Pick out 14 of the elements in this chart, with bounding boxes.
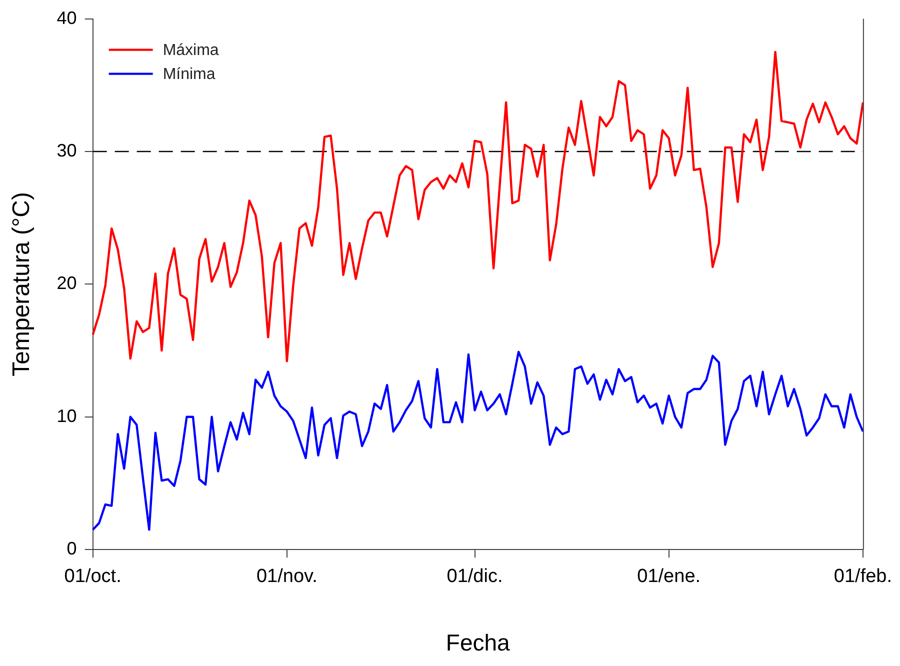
legend-label: Máxima bbox=[162, 42, 219, 60]
y-axis-title: Temperatura (°C) bbox=[8, 192, 36, 376]
legend-label: Mínima bbox=[162, 66, 216, 84]
x-tick-label: 01/ene. bbox=[637, 566, 701, 588]
x-tick-label: 01/dic. bbox=[446, 566, 503, 588]
x-axis-title: Fecha bbox=[446, 630, 510, 656]
y-tick-label: 0 bbox=[66, 538, 77, 559]
y-tick-label: 30 bbox=[56, 140, 77, 160]
y-tick-label: 10 bbox=[56, 406, 77, 426]
y-tick-label: 40 bbox=[56, 8, 77, 28]
x-tick-label: 01/feb. bbox=[834, 566, 892, 588]
x-tick-label: 01/nov. bbox=[256, 566, 318, 588]
y-tick-label: 20 bbox=[56, 273, 77, 294]
x-tick-label: 01/oct. bbox=[64, 566, 122, 588]
